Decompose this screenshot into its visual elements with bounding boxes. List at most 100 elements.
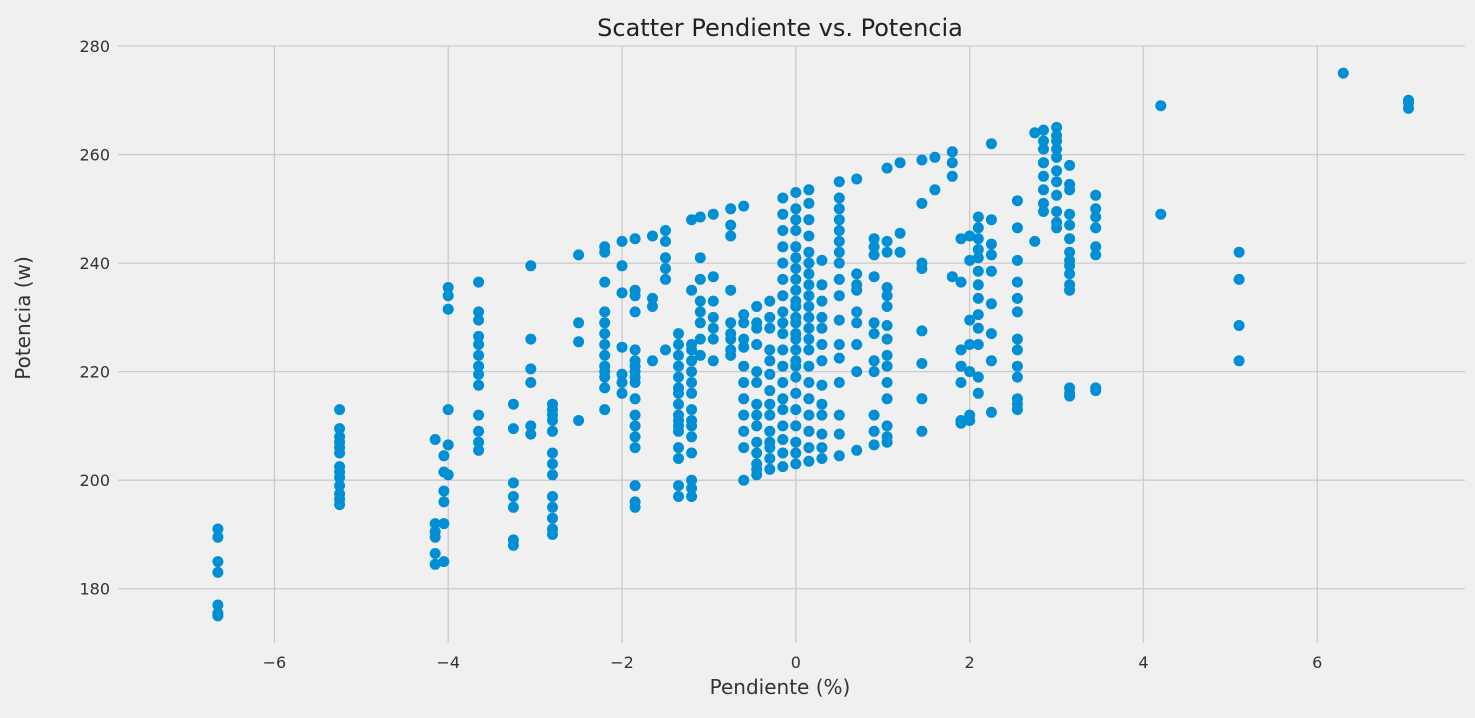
scatter-point [868,271,880,283]
scatter-point [985,406,997,418]
scatter-point [972,211,984,223]
scatter-point [599,404,611,416]
scatter-point [1155,100,1167,112]
scatter-point [751,398,763,410]
scatter-point [777,317,789,329]
x-tick-label: 6 [1312,653,1322,672]
scatter-point [955,377,967,388]
scatter-point [816,428,828,440]
scatter-point [473,409,485,421]
scatter-point [972,233,984,245]
scatter-point [473,330,485,342]
scatter-point [972,222,984,234]
scatter-point [473,349,485,361]
scatter-point [803,333,815,345]
x-tick-label: 2 [965,653,975,672]
scatter-point [660,273,671,285]
scatter-point [803,214,815,226]
scatter-point [816,254,828,266]
scatter-point [1090,203,1102,215]
scatter-point [1064,246,1076,258]
scatter-point [790,252,802,264]
scatter-point [573,249,585,261]
scatter-point [629,442,641,454]
scatter-point [833,339,845,350]
scatter-point [881,290,893,302]
scatter-point [868,409,880,421]
scatter-point [686,404,698,416]
scatter-point [616,287,628,299]
scatter-point [916,154,928,166]
scatter-point [868,355,880,367]
scatter-point [777,306,789,318]
scatter-point [212,556,224,568]
scatter-point [686,482,698,494]
scatter-point [599,349,611,361]
scatter-point [833,409,845,421]
scatter-point [673,491,684,502]
scatter-point [946,146,958,158]
scatter-point [525,260,537,272]
scatter-point [738,377,750,388]
scatter-point [803,455,815,467]
scatter-point [725,230,737,242]
scatter-point [738,341,750,353]
x-tick-label: −6 [263,653,287,672]
scatter-point [764,355,776,367]
scatter-point [751,301,763,312]
scatter-point [1051,121,1063,133]
scatter-point [629,420,641,432]
scatter-point [851,279,863,291]
scatter-point [833,214,845,226]
scatter-point [686,491,698,502]
data-points [212,67,1414,622]
scatter-point [764,311,776,323]
scatter-point [547,512,558,524]
scatter-point [647,355,658,367]
scatter-point [777,404,789,416]
scatter-point [1051,189,1063,201]
scatter-point [738,360,750,372]
scatter-point [972,371,984,383]
scatter-point [803,268,815,280]
scatter-point [725,203,737,215]
scatter-point [985,298,997,310]
scatter-point [929,184,941,196]
scatter-point [764,398,776,410]
scatter-point [629,355,641,367]
scatter-point [833,450,845,462]
scatter-point [738,333,750,345]
scatter-point [964,409,976,421]
scatter-point [507,491,519,502]
scatter-point [507,501,519,513]
scatter-point [790,387,802,399]
scatter-point [751,366,763,378]
scatter-point [764,385,776,397]
scatter-point [673,339,684,350]
scatter-point [473,360,485,372]
scatter-point [334,461,346,473]
scatter-point [694,349,706,361]
scatter-point [599,241,611,253]
scatter-point [1038,143,1049,155]
scatter-point [707,311,719,323]
scatter-point [1011,371,1023,383]
scatter-point [1051,176,1063,188]
scatter-point [751,447,763,459]
scatter-point [790,404,802,416]
scatter-point [833,273,845,285]
scatter-point [955,233,967,245]
scatter-point [894,157,906,169]
scatter-point [916,257,928,269]
y-tick-label: 280 [79,37,110,56]
chart-title: Scatter Pendiente vs. Potencia [597,14,963,42]
scatter-point [777,273,789,285]
scatter-point [1038,170,1049,182]
scatter-point [777,377,789,388]
scatter-point [790,241,802,253]
scatter-point [777,461,789,473]
scatter-point [972,309,984,321]
scatter-point [790,203,802,215]
scatter-point [547,458,558,470]
